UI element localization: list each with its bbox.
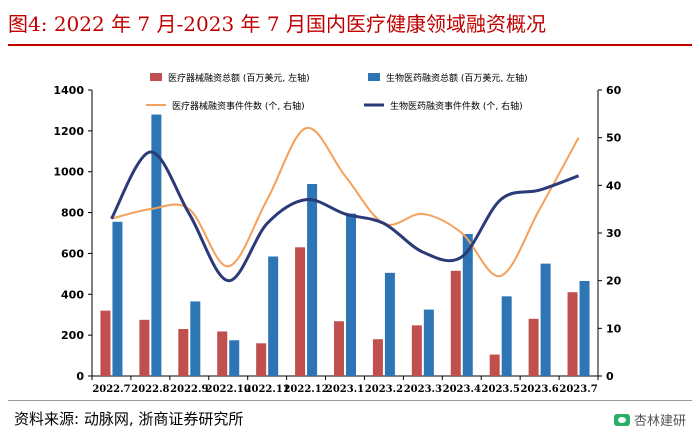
bar-bio-2022.11 (268, 256, 279, 376)
bar-device-2023.4 (450, 270, 461, 376)
source-note: 资料来源: 动脉网, 浙商证券研究所 (14, 410, 244, 428)
legend-swatch-bio-total (368, 73, 380, 81)
x-axis-tick-label: 2023.3 (404, 384, 442, 395)
bar-device-2022.11 (256, 343, 267, 376)
bar-bio-2022.7 (112, 221, 123, 376)
left-axis-tick-label: 1400 (53, 84, 84, 97)
bar-bio-2023.1 (346, 213, 356, 376)
bar-device-2023.1 (334, 321, 344, 376)
x-axis-tick-label: 2023.4 (443, 384, 481, 395)
bar-device-2022.10 (217, 331, 228, 376)
right-axis-tick-label: 10 (606, 322, 622, 335)
bar-bio-2022.10 (229, 340, 240, 376)
bar-bio-2022.8 (151, 114, 162, 376)
bar-device-2023.6 (528, 318, 539, 376)
wechat-logo-icon (613, 413, 630, 426)
right-axis-tick-label: 0 (606, 370, 614, 383)
legend-swatch-device-total (150, 73, 162, 81)
bar-bio-2023.4 (462, 234, 473, 376)
bar-device-2023.5 (489, 354, 500, 376)
x-axis-tick-label: 2023.2 (365, 384, 403, 395)
line-device-count (111, 127, 580, 277)
footer-divider (8, 400, 692, 401)
left-axis-tick-label: 800 (61, 207, 84, 220)
bar-bio-2023.2 (384, 272, 395, 376)
left-axis-tick-label: 200 (61, 329, 84, 342)
x-axis-tick-label: 2022.7 (92, 384, 130, 395)
bar-bio-2022.12 (307, 183, 318, 376)
legend-label-device-count: 医疗器械融资事件件数 (个, 右轴) (172, 100, 305, 112)
bar-bio-2023.3 (423, 309, 434, 376)
bar-device-2023.3 (411, 325, 422, 376)
line-bio-count (110, 150, 580, 283)
x-axis-tick-label: 2023.1 (326, 384, 364, 395)
left-axis-tick-label: 400 (61, 288, 84, 301)
bar-device-2023.7 (567, 292, 578, 376)
x-axis-tick-label: 2023.5 (482, 384, 520, 395)
right-axis-tick-label: 60 (606, 84, 622, 97)
financing-chart: 0 200 400 600 800 1000 1200 1400 0 10 20 30 40 50 60 20… (53, 72, 622, 395)
right-axis-tick-label: 40 (606, 179, 622, 192)
title-divider (8, 44, 692, 46)
watermark: 杏林建研 (613, 410, 686, 429)
watermark-text: 杏林建研 (633, 414, 686, 429)
right-axis-tick-label: 30 (606, 227, 622, 240)
right-axis-tick-label: 20 (606, 275, 622, 288)
left-axis-tick-label: 1200 (53, 125, 84, 138)
bar-device-2023.2 (372, 339, 383, 376)
x-axis-tick-label: 2022.12 (283, 384, 328, 395)
left-axis-tick-label: 0 (76, 370, 84, 383)
bar-bio-2023.7 (579, 281, 590, 376)
x-axis-tick-label: 2022.10 (206, 384, 251, 395)
left-axis-tick-label: 600 (61, 247, 84, 260)
x-axis-tick-label: 2022.8 (131, 384, 169, 395)
bar-device-2022.9 (178, 329, 189, 376)
right-axis-tick-label: 50 (606, 132, 622, 145)
bar-bio-2022.9 (190, 301, 201, 376)
x-axis-tick-label: 2022.9 (170, 384, 208, 395)
x-axis-tick-label: 2022.11 (245, 384, 290, 395)
bar-device-2022.7 (100, 310, 111, 376)
legend-label-device-total: 医疗器械融资总额 (百万美元, 左轴) (168, 72, 310, 84)
bar-device-2022.12 (295, 247, 306, 376)
x-axis-tick-label: 2023.7 (559, 384, 597, 395)
bar-device-2022.8 (139, 319, 150, 376)
x-axis-tick-label: 2023.6 (520, 384, 558, 395)
bar-bio-2023.5 (501, 296, 512, 376)
bar-bio-2023.6 (540, 263, 551, 376)
legend-label-bio-total: 生物医药融资总额 (百万美元, 左轴) (386, 72, 528, 84)
figure-title: 图4: 2022 年 7 月-2023 年 7 月国内医疗健康领域融资概况 (8, 12, 546, 36)
left-axis-tick-label: 1000 (53, 166, 84, 179)
legend-label-bio-count: 生物医药融资事件件数 (个, 右轴) (390, 100, 523, 112)
